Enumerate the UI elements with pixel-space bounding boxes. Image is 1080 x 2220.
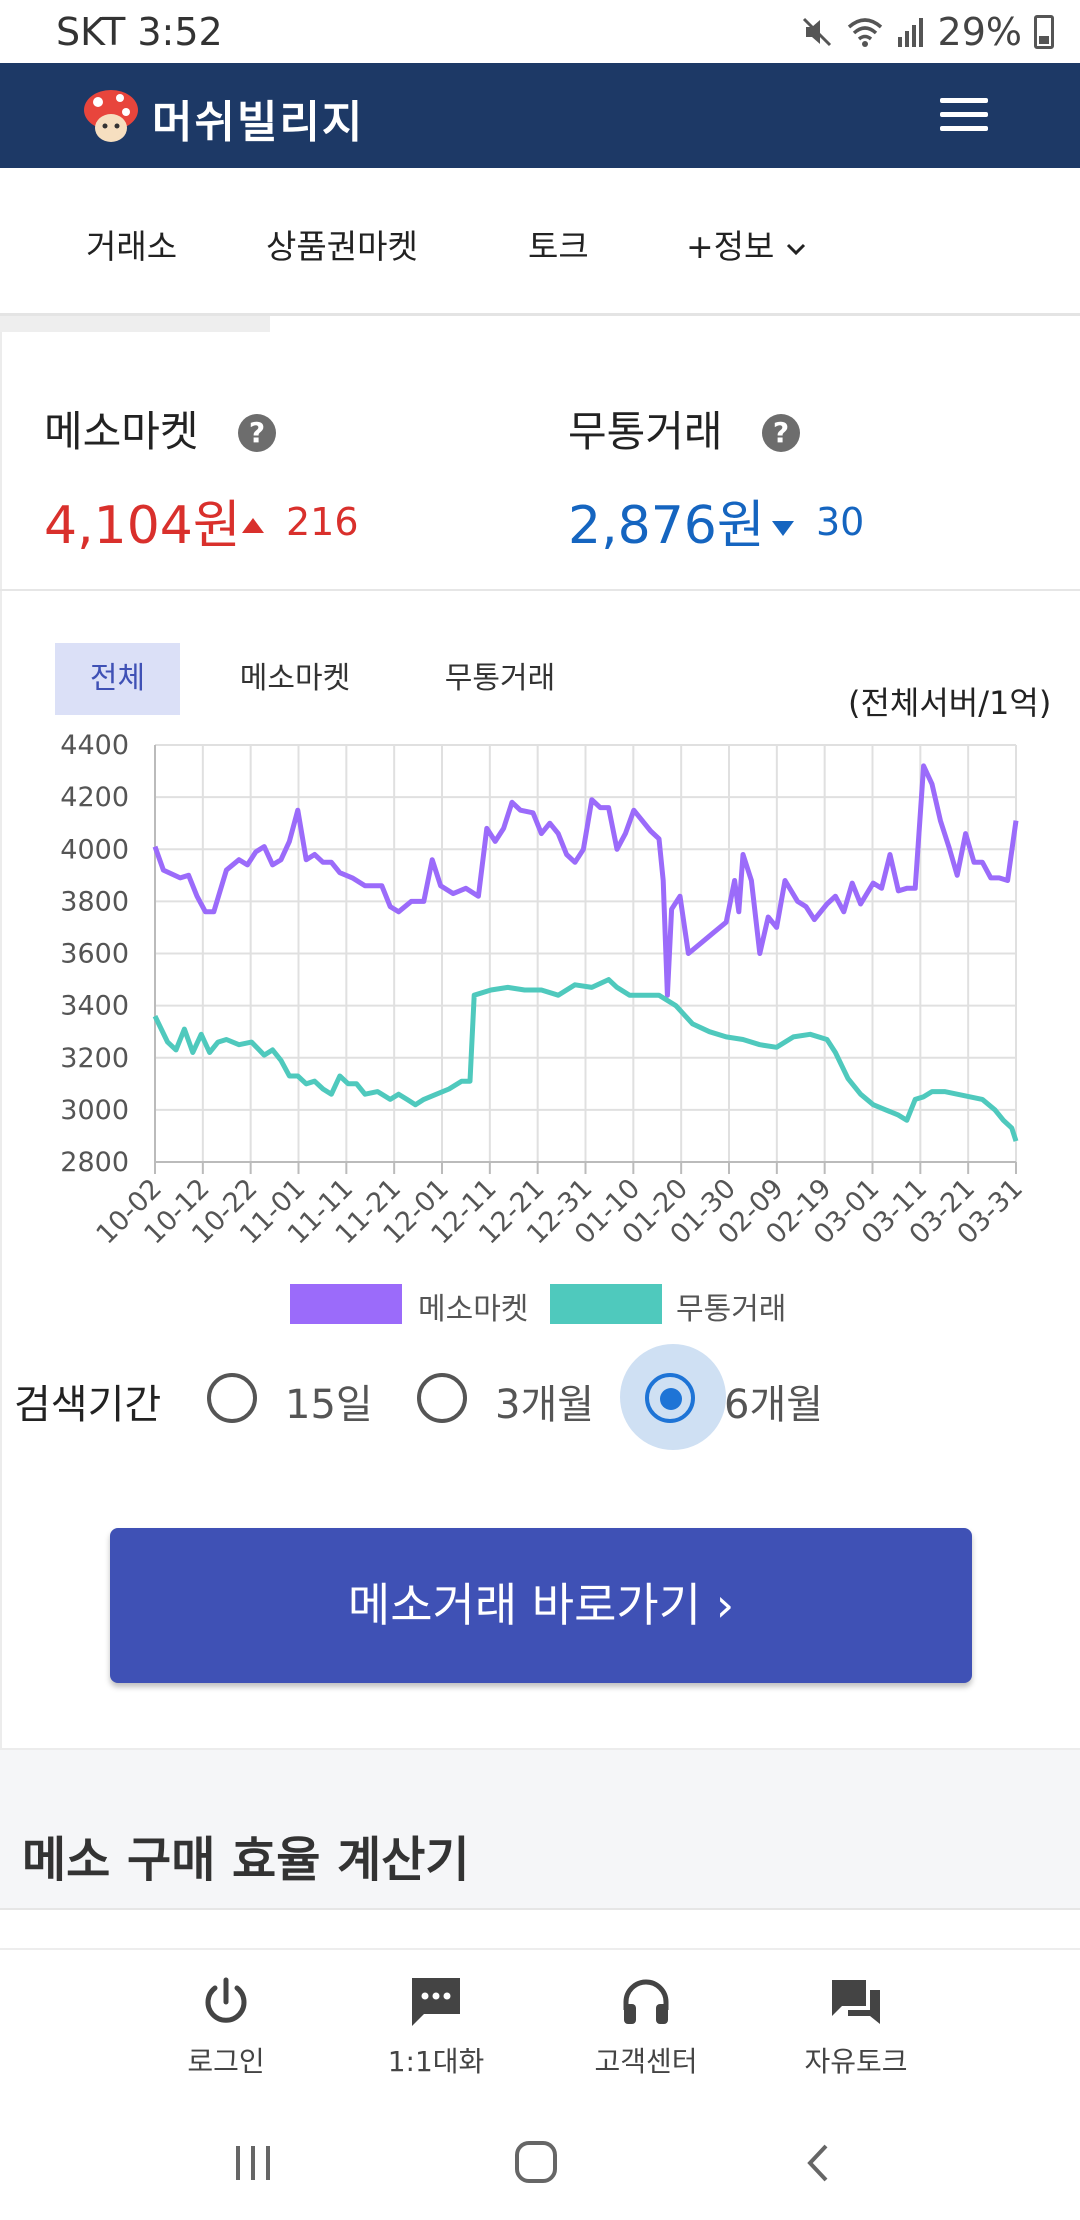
logo-text[interactable]: 머쉬빌리지 [152, 97, 365, 148]
bottom-nav-login[interactable]: 로그인 [146, 1972, 306, 2080]
hamburger-menu-icon[interactable] [940, 96, 992, 136]
nav-item-info-label: +정보 [686, 227, 775, 266]
legend-swatch-meso[interactable] [290, 1284, 402, 1324]
period-label: 검색기간 [14, 1382, 162, 1428]
scroll-indicator [0, 316, 270, 332]
divider [0, 589, 1080, 591]
y-tick-label: 3600 [60, 939, 129, 970]
bottom-nav-support[interactable]: 고객센터 [566, 1972, 726, 2080]
back-icon[interactable] [800, 2140, 836, 2186]
radio-6months[interactable] [645, 1373, 695, 1423]
series-line-mutong [152, 977, 1019, 1142]
y-tick-label: 3400 [60, 991, 129, 1022]
battery-icon [1034, 15, 1054, 49]
wifi-icon [847, 18, 882, 47]
up-arrow-icon [242, 518, 264, 533]
bottom-nav-chat[interactable]: 1:1대화 [356, 1972, 516, 2080]
calculator-box [0, 1908, 1080, 1950]
legend-label-mutong[interactable]: 무통거래 [676, 1292, 787, 1327]
battery-percent: 29% [937, 10, 1022, 54]
tab-meso-market[interactable]: 메소마켓 [239, 661, 351, 696]
bottom-nav-free-talk[interactable]: 자유토크 [776, 1972, 936, 2080]
nav-item-gift-market[interactable]: 상품권마켓 [266, 227, 418, 266]
section-border [0, 332, 2, 1752]
app-header [0, 63, 1080, 168]
nav-item-talk[interactable]: 토크 [528, 227, 589, 266]
nav-item-exchange[interactable]: 거래소 [86, 227, 178, 266]
chat-bubble-icon [412, 1978, 460, 2026]
recent-apps-icon[interactable] [230, 2140, 276, 2186]
y-tick-label: 3800 [60, 886, 129, 917]
system-nav-bar [0, 2110, 1080, 2220]
y-tick-label: 2800 [60, 1147, 129, 1178]
forum-icon [832, 1980, 880, 2024]
mute-icon [802, 17, 831, 47]
mutong-help-icon[interactable]: ? [762, 414, 800, 452]
legend-swatch-mutong[interactable] [550, 1284, 662, 1324]
status-icons: 29% [800, 10, 1054, 54]
bottom-nav [0, 1948, 1080, 2112]
meso-market-help-icon[interactable]: ? [238, 414, 276, 452]
nav-item-info[interactable]: +정보 [686, 220, 807, 268]
radio-3months[interactable] [417, 1373, 467, 1423]
meso-market-price: 4,104원 [44, 496, 241, 556]
radio-6months-dot [660, 1388, 682, 1410]
calculator-title: 메소 구매 효율 계산기 [22, 1832, 470, 1888]
chevron-down-icon [786, 243, 805, 255]
status-bar: SKT 3:52 29% [0, 0, 1080, 63]
bottom-nav-free-talk-label: 자유토크 [804, 2045, 908, 2078]
radio-6months-label[interactable]: 6개월 [724, 1382, 824, 1428]
top-nav: 거래소 상품권마켓 토크 +정보 [0, 168, 1080, 316]
chart-unit-label: (전체서버/1억) [848, 684, 1052, 722]
meso-market-title: 메소마켓 [44, 407, 199, 456]
mushroom-logo-icon[interactable] [82, 86, 140, 144]
legend-label-meso[interactable]: 메소마켓 [418, 1292, 529, 1327]
power-icon [205, 1977, 247, 2023]
series-line-meso-market [152, 763, 1019, 998]
tab-all[interactable]: 전체 [55, 643, 180, 715]
y-tick-label: 3200 [60, 1043, 129, 1074]
mutong-change: 30 [816, 500, 865, 544]
y-tick-label: 4200 [60, 782, 129, 813]
mutong-price: 2,876원 [568, 496, 765, 556]
tab-mutong[interactable]: 무통거래 [444, 661, 556, 696]
bottom-nav-support-label: 고객센터 [594, 2045, 698, 2078]
signal-icon [897, 18, 923, 47]
meso-trade-shortcut-button[interactable]: 메소거래 바로가기 › [110, 1528, 972, 1683]
home-icon[interactable] [512, 2138, 560, 2186]
y-tick-label: 3000 [60, 1095, 129, 1126]
radio-15days-label[interactable]: 15일 [285, 1382, 373, 1428]
bottom-nav-login-label: 로그인 [187, 2045, 265, 2078]
calculator-section [0, 1748, 1080, 1910]
down-arrow-icon [772, 521, 794, 536]
radio-3months-label[interactable]: 3개월 [495, 1382, 595, 1428]
y-tick-label: 4400 [60, 730, 129, 761]
mutong-title: 무통거래 [568, 407, 723, 456]
meso-market-change: 216 [286, 500, 359, 544]
status-carrier-time: SKT 3:52 [56, 10, 223, 54]
y-tick-label: 4000 [60, 834, 129, 865]
radio-15days[interactable] [207, 1373, 257, 1423]
headset-icon [623, 1979, 669, 2024]
bottom-nav-chat-label: 1:1대화 [387, 2045, 485, 2078]
